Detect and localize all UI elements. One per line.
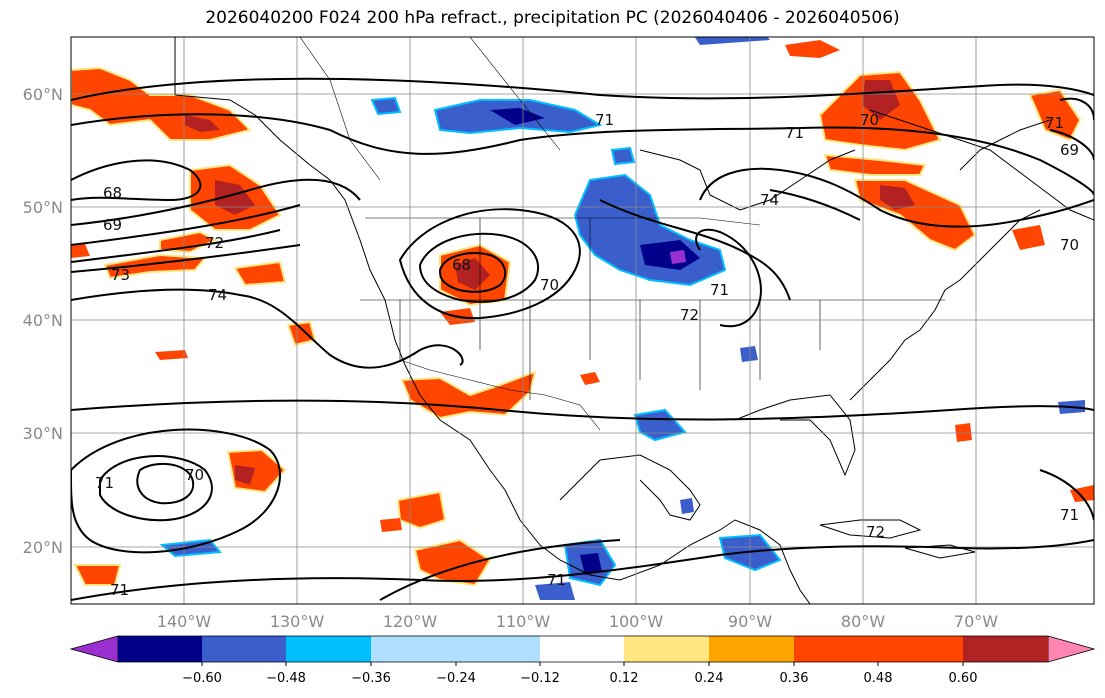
colorbar-segment bbox=[878, 636, 963, 662]
contour-label: 69 bbox=[1060, 141, 1079, 159]
colorbar-tick-label: 0.48 bbox=[864, 671, 893, 686]
colorbar-segment bbox=[371, 636, 456, 662]
colorbar-segment bbox=[1047, 635, 1096, 663]
colorbar-tick-label: −0.12 bbox=[520, 671, 560, 686]
colorbar-tick-label: −0.24 bbox=[436, 671, 476, 686]
lon-label: 80°W bbox=[841, 612, 885, 631]
contour-label: 70 bbox=[540, 276, 559, 294]
lon-label: 140°W bbox=[157, 612, 212, 631]
lon-label: 130°W bbox=[270, 612, 325, 631]
colorbar-segment bbox=[624, 636, 709, 662]
contour-labels: 68 69 72 73 74 68 70 71 72 71 70 71 74 7… bbox=[95, 111, 1079, 599]
colorbar-segment bbox=[286, 636, 371, 662]
contour-label: 72 bbox=[866, 523, 885, 541]
contour-label: 71 bbox=[95, 474, 114, 492]
contour-label: 73 bbox=[111, 266, 130, 284]
contour-label: 68 bbox=[103, 184, 122, 202]
contour-label: 70 bbox=[1060, 236, 1079, 254]
colorbar: −0.60 −0.48 −0.36 −0.24 −0.12 0.12 0.24 … bbox=[69, 635, 1096, 686]
lon-label: 110°W bbox=[496, 612, 551, 631]
contour-label: 72 bbox=[205, 234, 224, 252]
contour-label: 71 bbox=[1060, 506, 1079, 524]
lat-label: 30°N bbox=[23, 424, 63, 443]
contour-label: 71 bbox=[785, 124, 804, 142]
refractivity-contours bbox=[71, 77, 1094, 601]
colorbar-tick-label: −0.60 bbox=[182, 671, 222, 686]
colorbar-segment bbox=[963, 636, 1048, 662]
colorbar-tick-label: 0.24 bbox=[695, 671, 724, 686]
contour-label: 69 bbox=[103, 216, 122, 234]
longitude-labels: 140°W 130°W 120°W 110°W 100°W 90°W 80°W … bbox=[157, 612, 998, 631]
colorbar-segment bbox=[202, 636, 286, 662]
colorbar-segment bbox=[794, 636, 878, 662]
lon-label: 70°W bbox=[954, 612, 998, 631]
colorbar-tick-label: 0.36 bbox=[780, 671, 809, 686]
lat-label: 20°N bbox=[23, 538, 63, 557]
contour-label: 74 bbox=[760, 191, 779, 209]
lat-label: 60°N bbox=[23, 85, 63, 104]
contour-label: 74 bbox=[208, 286, 227, 304]
lat-label: 40°N bbox=[23, 311, 63, 330]
colorbar-tick-label: −0.48 bbox=[266, 671, 306, 686]
colorbar-tick-label: 0.60 bbox=[949, 671, 978, 686]
lat-label: 50°N bbox=[23, 198, 63, 217]
contour-label: 68 bbox=[452, 256, 471, 274]
lon-label: 120°W bbox=[383, 612, 438, 631]
colorbar-segment bbox=[709, 636, 794, 662]
colorbar-segment bbox=[456, 636, 540, 662]
contour-label: 70 bbox=[860, 111, 879, 129]
colorbar-ticks: −0.60 −0.48 −0.36 −0.24 −0.12 0.12 0.24 … bbox=[182, 662, 977, 686]
colorbar-segment bbox=[540, 636, 624, 662]
colorbar-segment bbox=[118, 636, 202, 662]
contour-label: 71 bbox=[547, 571, 566, 589]
contour-label: 70 bbox=[185, 466, 204, 484]
contour-label: 71 bbox=[595, 111, 614, 129]
contour-label: 71 bbox=[1045, 114, 1064, 132]
contour-label: 72 bbox=[680, 306, 699, 324]
contour-label: 71 bbox=[710, 281, 729, 299]
colorbar-segment bbox=[69, 635, 119, 663]
chart-title: 2026040200 F024 200 hPa refract., precip… bbox=[205, 8, 900, 28]
contour-label: 71 bbox=[110, 581, 129, 599]
colorbar-tick-label: 0.12 bbox=[610, 671, 639, 686]
colorbar-tick-label: −0.36 bbox=[351, 671, 391, 686]
lon-label: 100°W bbox=[609, 612, 664, 631]
latitude-labels: 60°N 50°N 40°N 30°N 20°N bbox=[23, 85, 63, 557]
plot-frame bbox=[70, 36, 1095, 605]
lon-label: 90°W bbox=[728, 612, 772, 631]
